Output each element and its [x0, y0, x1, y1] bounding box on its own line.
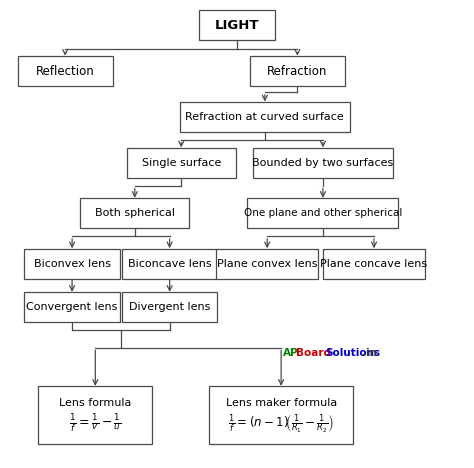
Text: Refraction: Refraction [267, 65, 328, 78]
Text: Biconvex lens: Biconvex lens [34, 259, 110, 269]
Text: Both spherical: Both spherical [95, 208, 175, 219]
FancyBboxPatch shape [180, 102, 350, 132]
Text: AP: AP [283, 348, 299, 358]
Text: Lens formula: Lens formula [59, 398, 131, 408]
FancyBboxPatch shape [80, 198, 190, 228]
FancyBboxPatch shape [25, 292, 120, 322]
FancyBboxPatch shape [122, 249, 217, 279]
Text: Divergent lens: Divergent lens [129, 302, 210, 312]
Text: Plane concave lens: Plane concave lens [320, 259, 428, 269]
Text: .in: .in [363, 348, 377, 358]
Text: LIGHT: LIGHT [215, 19, 259, 32]
Text: $\frac{1}{f}=\frac{1}{v}-\frac{1}{u}$: $\frac{1}{f}=\frac{1}{v}-\frac{1}{u}$ [69, 412, 121, 435]
FancyBboxPatch shape [38, 387, 152, 444]
Text: Convergent lens: Convergent lens [27, 302, 118, 312]
Text: Bounded by two surfaces: Bounded by two surfaces [252, 158, 393, 168]
Text: Plane convex lens: Plane convex lens [217, 259, 318, 269]
FancyBboxPatch shape [18, 56, 113, 86]
Text: Lens maker formula: Lens maker formula [226, 398, 337, 408]
FancyBboxPatch shape [122, 292, 217, 322]
Text: $\frac{1}{f}=(n-1)\!\left(\frac{1}{R_1}-\frac{1}{R_2}\right)$: $\frac{1}{f}=(n-1)\!\left(\frac{1}{R_1}-… [228, 412, 334, 435]
FancyBboxPatch shape [209, 387, 353, 444]
Text: Board: Board [296, 348, 331, 358]
Text: Refraction at curved surface: Refraction at curved surface [185, 112, 344, 122]
FancyBboxPatch shape [253, 148, 392, 178]
FancyBboxPatch shape [127, 148, 236, 178]
Text: Solutions: Solutions [325, 348, 380, 358]
Text: Biconcave lens: Biconcave lens [128, 259, 211, 269]
FancyBboxPatch shape [199, 10, 275, 40]
Text: One plane and other spherical: One plane and other spherical [244, 208, 402, 219]
FancyBboxPatch shape [323, 249, 425, 279]
FancyBboxPatch shape [247, 198, 399, 228]
FancyBboxPatch shape [250, 56, 345, 86]
FancyBboxPatch shape [216, 249, 318, 279]
Text: Single surface: Single surface [142, 158, 221, 168]
FancyBboxPatch shape [25, 249, 120, 279]
Text: Reflection: Reflection [36, 65, 94, 78]
